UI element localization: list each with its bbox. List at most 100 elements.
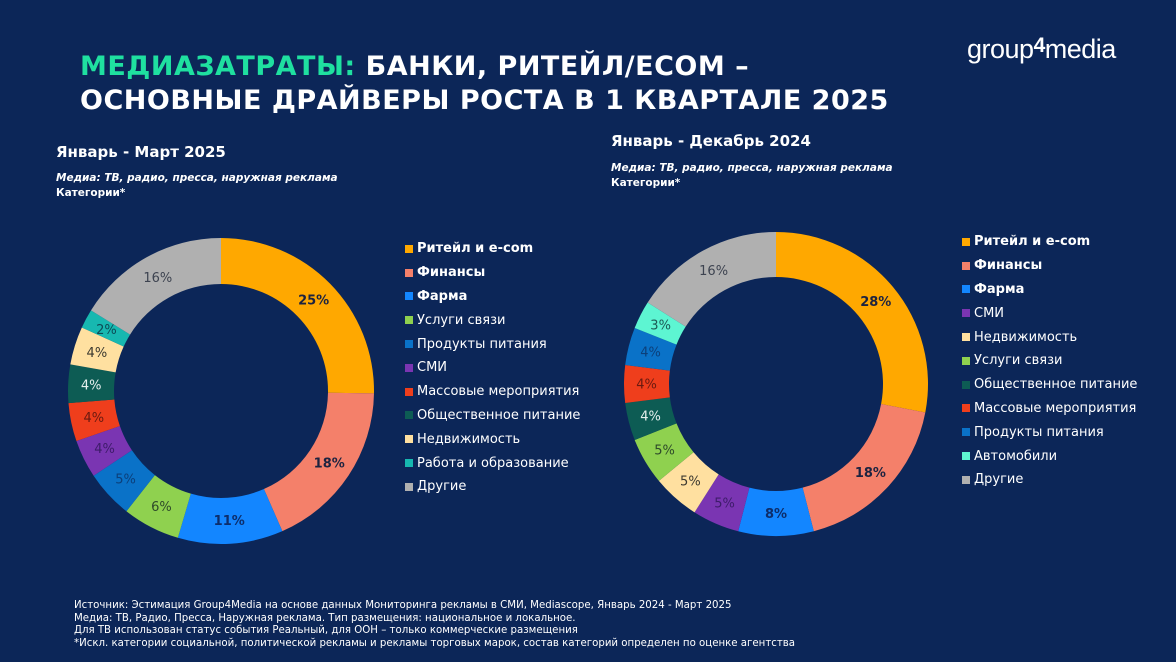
- legend-swatch-icon: [962, 333, 970, 342]
- footer-notes: Источник: Эстимация Group4Media на основ…: [74, 600, 795, 650]
- chart1-legend-item: Работа и образование: [405, 451, 580, 475]
- legend-swatch-icon: [405, 316, 413, 325]
- chart1-legend-item: Общественное питание: [405, 404, 580, 428]
- group4media-logo: group4media: [967, 34, 1116, 65]
- chart1-legend-item: Другие: [405, 475, 580, 499]
- chart1-legend-item: Финансы: [405, 261, 580, 285]
- chart2-slice-label-9: 3%: [650, 319, 671, 334]
- legend-label: СМИ: [417, 360, 448, 376]
- chart1-slice-label-9: 2%: [96, 323, 117, 338]
- legend-label: Другие: [974, 472, 1024, 488]
- legend-label: Автомобили: [974, 448, 1058, 464]
- chart1-slice-3: [126, 475, 191, 538]
- footer-exclusions: *Искл. категории социальной, политическо…: [74, 637, 796, 649]
- legend-swatch-icon: [962, 261, 970, 270]
- chart2-categories-note: Категории*: [611, 177, 681, 189]
- legend-swatch-icon: [962, 309, 970, 318]
- chart1-legend-item: СМИ: [405, 356, 580, 380]
- chart1-legend-item: Недвижимость: [405, 427, 580, 451]
- chart1-slice-5: [76, 425, 132, 476]
- title-accent: МЕДИАЗАТРАТЫ:: [80, 51, 356, 82]
- legend-swatch-icon: [405, 363, 413, 372]
- title-line-1: МЕДИАЗАТРАТЫ: БАНКИ, РИТЕЙЛ/ECOM –: [80, 50, 889, 84]
- chart1-legend-item: Ритейл и e-com: [405, 237, 580, 261]
- chart1-slice-0: [221, 238, 374, 394]
- legend-swatch-icon: [962, 356, 970, 365]
- chart2-legend-item: СМИ: [962, 301, 1137, 325]
- title-line-1-rest: БАНКИ, РИТЕЙЛ/ECOM –: [355, 51, 750, 82]
- chart2-legend-item: Фарма: [962, 278, 1137, 302]
- chart2-legend-item: Автомобили: [962, 444, 1137, 468]
- chart1-slice-label-7: 4%: [81, 378, 102, 393]
- chart1-period-title: Январь - Март 2025: [56, 143, 226, 161]
- page-title: МЕДИАЗАТРАТЫ: БАНКИ, РИТЕЙЛ/ECOM – ОСНОВ…: [80, 50, 889, 118]
- legend-swatch-icon: [405, 411, 413, 420]
- chart1-slice-label-5: 4%: [94, 442, 115, 457]
- chart2-slice-label-7: 4%: [636, 378, 657, 393]
- legend-swatch-icon: [962, 237, 970, 246]
- chart1-legend-item: Услуги связи: [405, 308, 580, 332]
- logo-text-4: 4: [1033, 34, 1046, 57]
- chart2-slice-label-10: 16%: [699, 264, 728, 279]
- chart2-slice-0: [776, 232, 928, 413]
- chart2-slice-7: [623, 364, 670, 404]
- chart2-legend-item: Ритейл и e-com: [962, 230, 1137, 254]
- chart1-slice-label-3: 6%: [151, 500, 172, 515]
- chart2-slice-2: [738, 487, 814, 536]
- legend-swatch-icon: [405, 292, 413, 301]
- chart2-slice-4: [658, 452, 719, 513]
- legend-label: Массовые мероприятия: [974, 400, 1137, 416]
- chart2-slice-label-1: 18%: [855, 466, 886, 481]
- chart1-categories-note: Категории*: [56, 187, 126, 199]
- legend-label: Финансы: [974, 258, 1043, 274]
- chart2-slice-label-0: 28%: [860, 295, 891, 310]
- footer-media: Медиа: ТВ, Радио, Пресса, Наружная рекла…: [74, 612, 576, 624]
- legend-label: Продукты питания: [974, 424, 1104, 440]
- legend-label: Ритейл и e-com: [417, 241, 534, 257]
- chart2-legend-item: Финансы: [962, 254, 1137, 278]
- chart2-slice-label-3: 5%: [714, 496, 735, 511]
- chart1-slice-6: [68, 399, 120, 442]
- chart1-slice-label-4: 5%: [115, 473, 136, 488]
- chart2-slice-label-2: 8%: [765, 507, 787, 522]
- chart1-slice-label-0: 25%: [298, 293, 329, 308]
- legend-label: Фарма: [974, 281, 1025, 297]
- logo-text-group: group: [967, 34, 1034, 64]
- legend-swatch-icon: [962, 285, 970, 294]
- legend-swatch-icon: [962, 380, 970, 389]
- legend-label: Другие: [417, 479, 467, 495]
- chart2-legend: Ритейл и e-com Финансы Фарма СМИ Недвижимост…: [962, 230, 1137, 492]
- chart2-media-note: Медиа: ТВ, радио, пресса, наружная рекла…: [611, 162, 893, 174]
- logo-text-media: media: [1044, 34, 1117, 64]
- chart1-legend-item: Фарма: [405, 285, 580, 309]
- chart2-legend-item: Услуги связи: [962, 349, 1137, 373]
- chart1-slice-label-8: 4%: [87, 346, 108, 361]
- chart2-slice-5: [634, 423, 694, 481]
- legend-label: СМИ: [974, 305, 1005, 321]
- title-line-2: ОСНОВНЫЕ ДРАЙВЕРЫ РОСТА В 1 КВАРТАЛЕ 202…: [80, 85, 889, 116]
- chart2-slice-label-6: 4%: [640, 410, 661, 425]
- legend-swatch-icon: [405, 387, 413, 396]
- legend-swatch-icon: [962, 475, 970, 484]
- chart1-media-note: Медиа: ТВ, радио, пресса, наружная рекла…: [56, 172, 338, 184]
- chart2-slice-8: [625, 328, 677, 371]
- legend-label: Услуги связи: [974, 353, 1063, 369]
- chart1-legend-item: Массовые мероприятия: [405, 380, 580, 404]
- chart1-slice-label-10: 16%: [143, 271, 172, 286]
- chart2-slice-3: [694, 474, 750, 532]
- chart2-slice-9: [634, 302, 686, 345]
- legend-label: Фарма: [417, 288, 468, 304]
- legend-swatch-icon: [405, 340, 413, 349]
- chart1-slice-2: [177, 489, 283, 544]
- legend-swatch-icon: [405, 459, 413, 468]
- chart1-slice-4: [93, 450, 155, 512]
- legend-label: Ритейл и e-com: [974, 234, 1091, 250]
- legend-swatch-icon: [405, 482, 413, 491]
- legend-label: Общественное питание: [417, 407, 581, 423]
- chart1-legend: Ритейл и e-com Финансы Фарма Услуги связи Пр…: [405, 237, 580, 499]
- chart2-legend-item: Недвижимость: [962, 325, 1137, 349]
- legend-label: Работа и образование: [417, 455, 569, 471]
- chart1-slice-1: [263, 392, 374, 532]
- legend-swatch-icon: [405, 244, 413, 253]
